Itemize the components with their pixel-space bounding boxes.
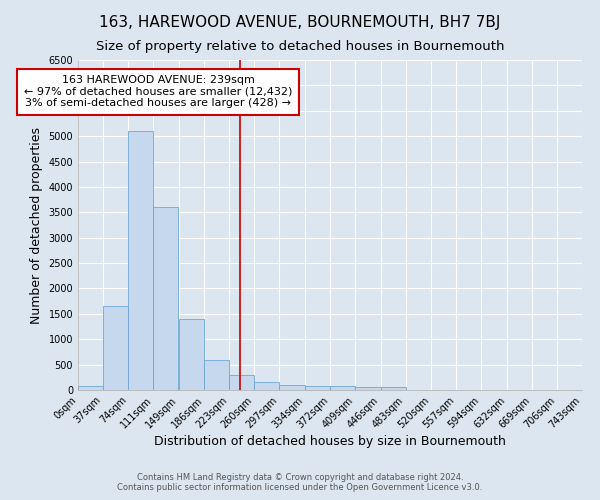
Bar [331, 386, 355, 390]
X-axis label: Distribution of detached houses by size in Bournemouth: Distribution of detached houses by size … [154, 436, 506, 448]
Text: 163, HAREWOOD AVENUE, BOURNEMOUTH, BH7 7BJ: 163, HAREWOOD AVENUE, BOURNEMOUTH, BH7 7… [100, 15, 500, 30]
Bar [78, 386, 103, 390]
Bar [179, 319, 204, 390]
Text: Contains HM Land Registry data © Crown copyright and database right 2024.
Contai: Contains HM Land Registry data © Crown c… [118, 473, 482, 492]
Bar [128, 131, 153, 390]
Bar [305, 386, 329, 390]
Bar [229, 375, 254, 390]
Bar [280, 385, 305, 390]
Bar [153, 207, 178, 390]
Text: Size of property relative to detached houses in Bournemouth: Size of property relative to detached ho… [96, 40, 504, 53]
Bar [254, 382, 280, 390]
Bar [355, 388, 380, 390]
Bar [204, 360, 229, 390]
Bar [380, 388, 406, 390]
Text: 163 HAREWOOD AVENUE: 239sqm
← 97% of detached houses are smaller (12,432)
3% of : 163 HAREWOOD AVENUE: 239sqm ← 97% of det… [24, 75, 292, 108]
Bar [103, 306, 128, 390]
Y-axis label: Number of detached properties: Number of detached properties [30, 126, 43, 324]
